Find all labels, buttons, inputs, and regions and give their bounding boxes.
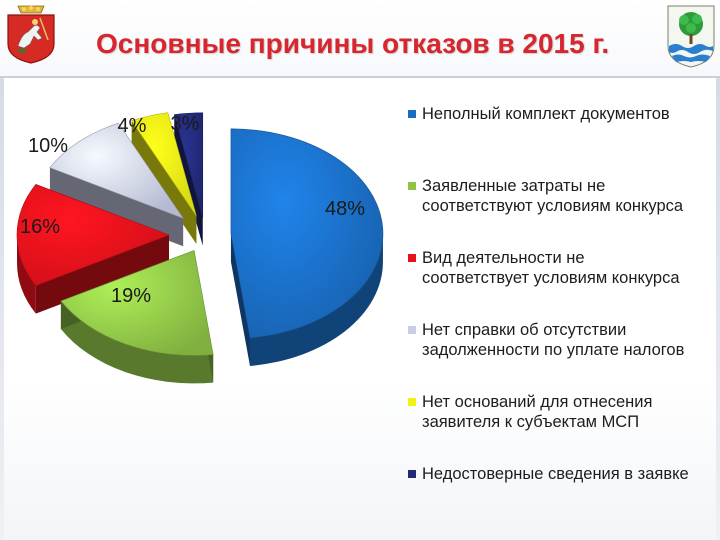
pie-slice-edge-4-1 [49,167,184,247]
pie-slice-tops [16,112,384,356]
pie-slice-4 [49,122,184,219]
legend-label-line: соответствует условиям конкурса [422,269,680,287]
pie-slice-6 [173,112,204,218]
title-divider [0,76,720,78]
left-border [0,78,4,540]
pie-slice-5 [131,112,197,216]
legend-label-line: Неполный комплект документов [422,105,670,123]
legend-label-line: Недостоверные сведения в заявке [422,465,689,483]
legend-label-line: заявителя к субъектам МСП [422,413,640,431]
legend-label-line: Нет оснований для отнесения [422,393,653,411]
pie-slice-wall-1 [249,233,383,366]
legend-swatch-4 [408,326,416,334]
title-band [0,0,720,78]
pie-slice-side-1 [230,233,383,366]
pie-slice-edge-1-2 [230,233,250,366]
pie-label-2: 19% [111,285,151,307]
pie-label-4: 10% [28,135,68,157]
legend-label-3: Вид деятельности не соответствует условия… [422,248,718,288]
legend-label-line: задолженности по уплате налогов [422,341,685,359]
slide-title: Основные причины отказов в 2015 г. [96,28,610,59]
moscow-region-coat-of-arms-icon [7,5,55,64]
pie-slice-edge-3-1 [35,235,169,314]
legend-label-line: Вид деятельности не [422,249,585,267]
pie-label-3: 16% [20,216,60,238]
legend-label-6: Недостоверные сведения в заявке [422,464,718,484]
pie-slice-2 [60,249,214,356]
pie-slice-wall-3 [17,235,36,314]
legend-swatch-6 [408,470,416,478]
legend-swatch-3 [408,254,416,262]
legend-label-2: Заявленные затраты не соответствуют услов… [422,176,718,216]
pie-slice-edge-5-1 [131,120,197,244]
pie-slice-wall-2 [60,300,214,384]
legend-label-line: соответствуют условиям конкурса [422,197,684,215]
legend-label-4: Нет справки об отсутствии задолженности п… [422,320,718,360]
pie-label-5: 4% [118,115,147,137]
legend-swatch-1 [408,110,416,118]
legend-label-5: Нет оснований для отнесения заявителя к с… [422,392,718,432]
city-coat-of-arms-icon [667,5,715,68]
pie-percent-labels: 48% 19% 16% 10% 4% 3% [20,113,365,307]
pie-label-6: 3% [171,113,200,135]
legend-swatch-5 [408,398,416,406]
pie-chart: 48% 19% 16% 10% 4% 3% [16,112,384,384]
pie-label-1: 48% [325,198,365,220]
right-border [716,78,720,540]
legend-label-line: Заявленные затраты не [422,177,606,195]
pie-slice-1 [230,128,384,339]
pie-slice-3 [16,184,170,286]
legend-label-line: Нет справки об отсутствии [422,321,627,339]
legend-label-1: Неполный комплект документов [422,104,718,124]
legend-swatch-2 [408,182,416,190]
